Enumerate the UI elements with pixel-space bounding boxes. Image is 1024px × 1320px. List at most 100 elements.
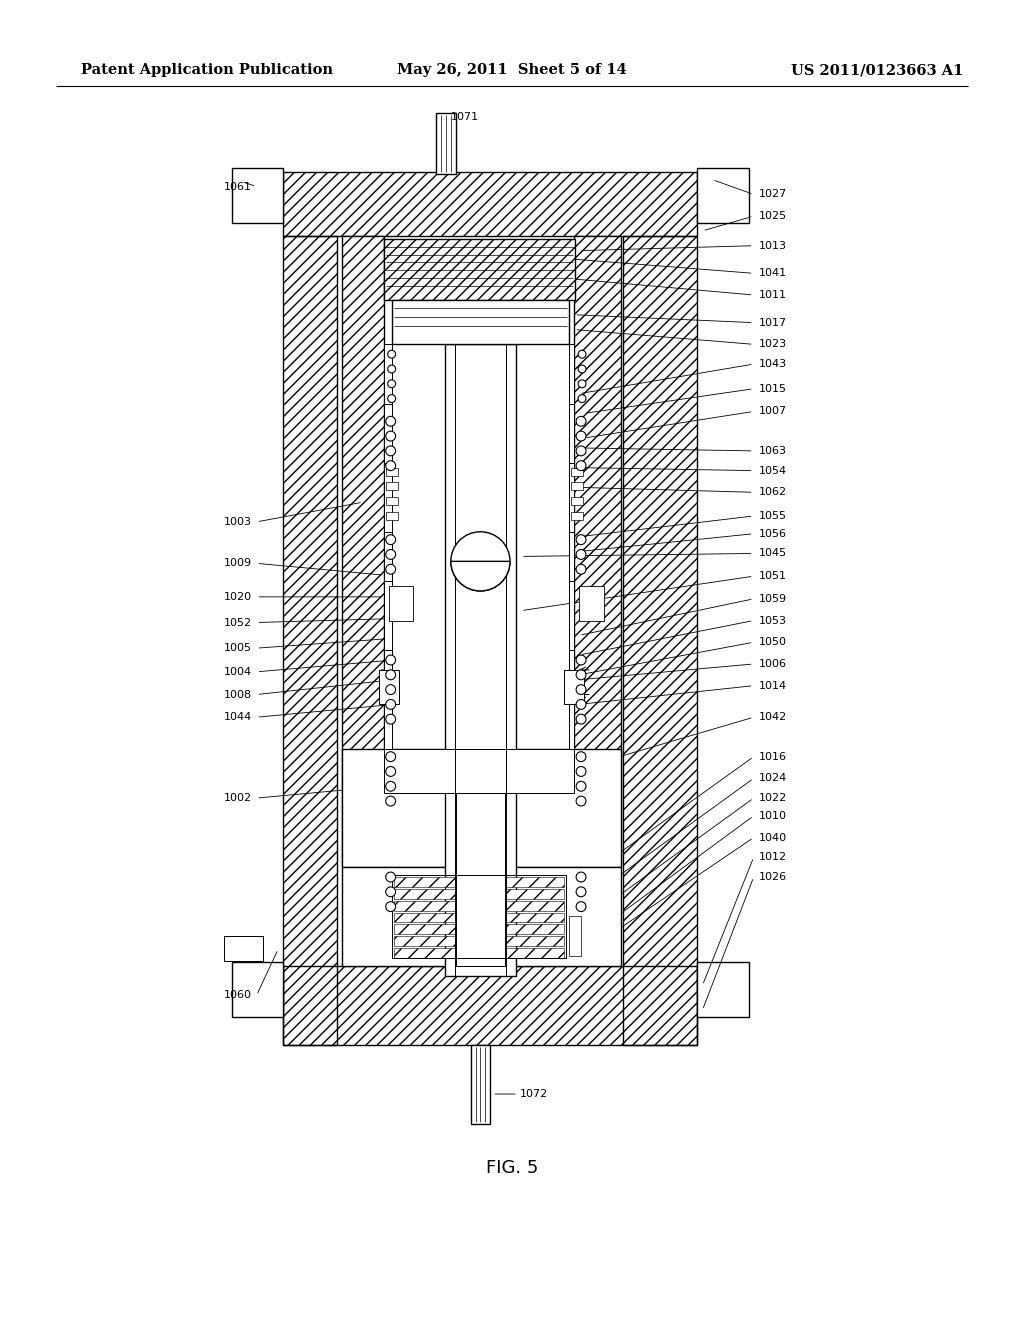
Text: 1053: 1053 [759,615,786,626]
Bar [577,751,620,865]
Circle shape [577,751,586,762]
Bar [393,888,564,899]
Text: US 2011/0123663 A1: US 2011/0123663 A1 [792,63,964,77]
Text: 1027: 1027 [759,189,786,199]
Circle shape [386,432,395,441]
Bar [344,751,382,865]
Circle shape [386,446,395,455]
Circle shape [386,767,395,776]
Text: 1015: 1015 [759,384,786,393]
Text: 1017: 1017 [759,318,786,327]
Bar [284,966,697,1044]
Circle shape [386,781,395,791]
Text: 1009: 1009 [223,558,252,569]
Circle shape [577,873,586,882]
Circle shape [577,700,586,709]
Bar [342,748,622,867]
Bar [384,581,391,651]
Bar [569,916,581,956]
Circle shape [386,873,395,882]
Bar [569,581,574,651]
Text: FIG. 5: FIG. 5 [485,1159,539,1177]
Text: 1056: 1056 [759,529,786,539]
Bar [384,532,391,581]
Circle shape [577,535,586,545]
Bar [393,912,564,923]
Bar [386,512,397,520]
Circle shape [386,565,395,574]
Text: 1072: 1072 [520,1089,548,1100]
Circle shape [451,532,510,591]
Bar [342,236,384,867]
Bar [569,651,574,748]
Bar [569,463,574,532]
Text: 1044: 1044 [223,713,252,722]
Text: 1022: 1022 [759,793,786,803]
Bar [571,482,583,490]
Circle shape [579,380,586,388]
Bar [384,748,574,793]
Circle shape [386,669,395,680]
Bar [393,924,564,935]
Circle shape [577,887,586,896]
Bar [386,482,397,490]
Bar [337,236,624,1044]
Bar [384,463,391,532]
Text: 1010: 1010 [759,810,786,821]
Circle shape [577,781,586,791]
Circle shape [577,565,586,574]
Circle shape [579,395,586,403]
Bar [574,236,622,867]
Bar [384,239,575,300]
Text: 1024: 1024 [759,774,786,783]
Bar [577,869,620,964]
Circle shape [577,416,586,426]
Text: 1055: 1055 [759,511,786,521]
Text: 1061: 1061 [223,182,252,191]
Bar [571,498,583,506]
Text: 1060: 1060 [223,990,252,1001]
Text: 1013: 1013 [759,240,786,251]
Circle shape [386,416,395,426]
Bar [564,669,584,705]
Text: 1005: 1005 [223,643,252,653]
Circle shape [388,366,395,374]
Text: 1050: 1050 [759,638,786,647]
Bar [386,498,397,506]
Bar [284,172,697,236]
Circle shape [577,796,586,807]
Text: May 26, 2011  Sheet 5 of 14: May 26, 2011 Sheet 5 of 14 [397,63,627,77]
Bar [580,586,604,620]
Bar [624,236,697,1044]
Bar [471,1044,490,1123]
Wedge shape [451,561,510,591]
Bar [391,875,566,958]
Circle shape [579,366,586,374]
Bar [386,583,390,648]
Text: 1042: 1042 [759,713,786,722]
Circle shape [386,714,395,725]
Circle shape [577,655,586,665]
Bar [393,900,564,911]
Circle shape [386,902,395,912]
Bar [393,948,564,958]
Text: 1045: 1045 [759,549,786,558]
Circle shape [386,887,395,896]
Circle shape [388,350,395,358]
Bar [574,236,622,867]
Text: 1003: 1003 [223,517,252,527]
Bar [234,966,281,1014]
Bar [389,586,414,620]
Bar [344,869,382,964]
Text: 1004: 1004 [223,667,252,677]
Bar [569,404,574,463]
Circle shape [577,902,586,912]
Bar [393,876,564,887]
Text: 1052: 1052 [223,618,252,627]
Bar [700,966,745,1014]
Bar [379,669,398,705]
Bar [569,345,574,404]
Text: 1040: 1040 [759,833,786,842]
Circle shape [386,685,395,694]
Bar [456,793,505,966]
